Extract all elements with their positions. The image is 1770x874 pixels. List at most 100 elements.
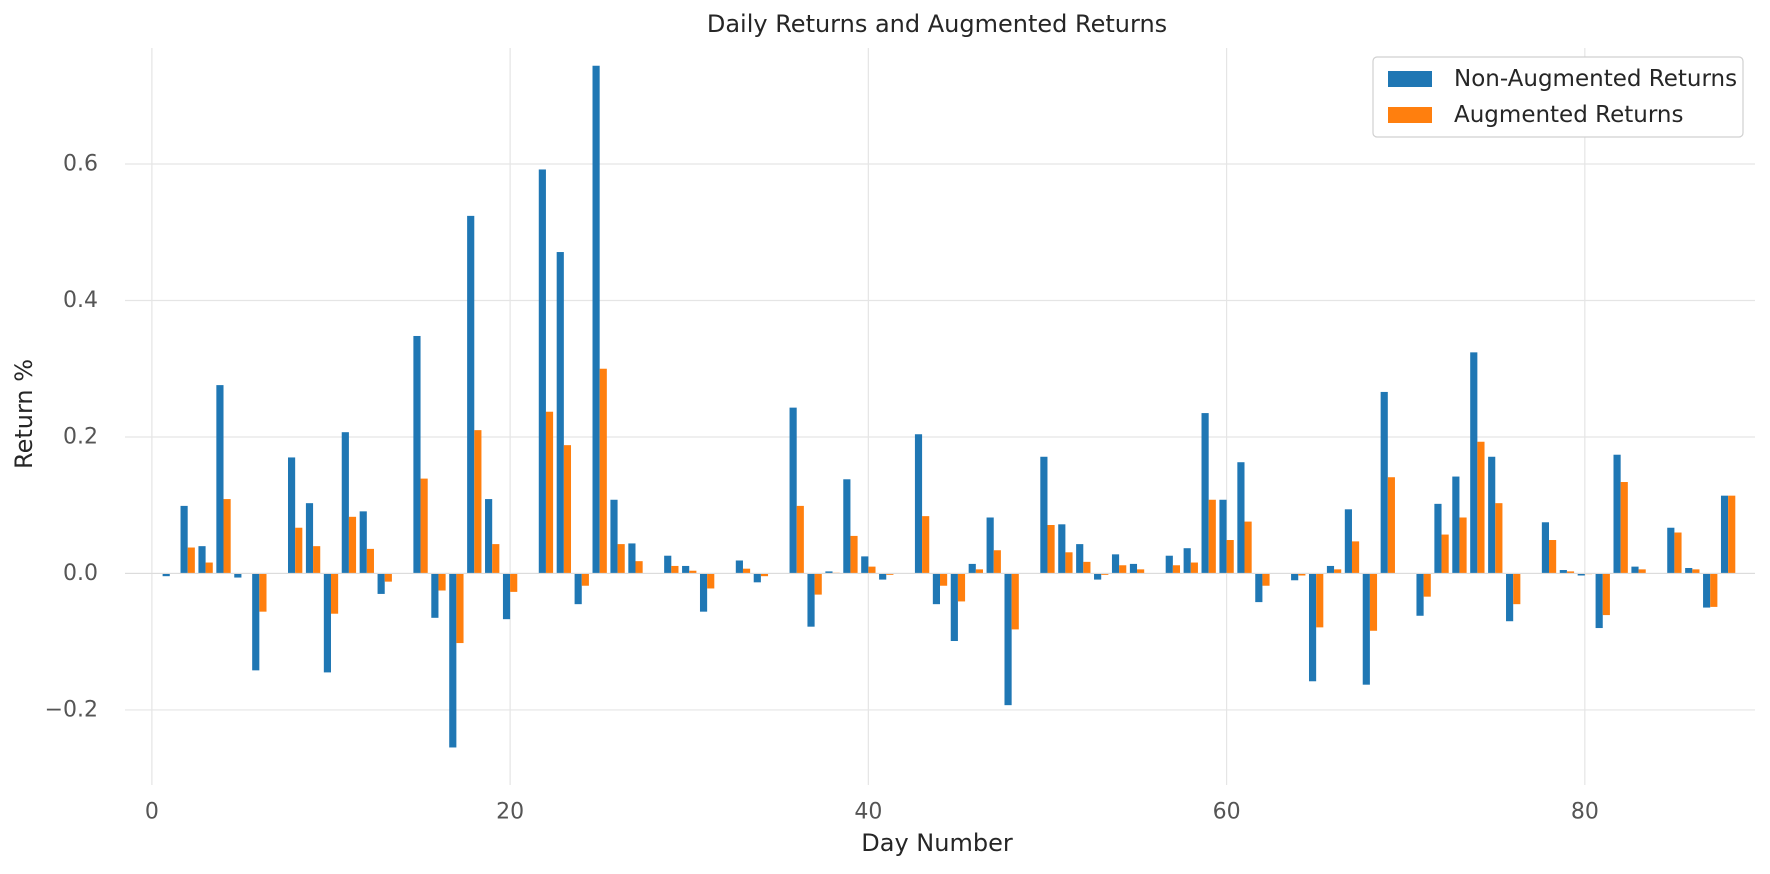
bar [216,385,224,574]
bar [922,516,930,574]
bar [348,516,357,574]
bar [1638,569,1646,574]
bar [789,407,797,574]
bar [843,479,851,574]
y-tick-label: −0.2 [45,697,98,722]
bar [1119,565,1127,574]
bar [234,573,242,578]
legend-swatch-non-augmented [1388,71,1432,87]
bar [563,445,572,574]
legend-swatch-augmented [1388,107,1432,123]
legend: Non-Augmented Returns Augmented Returns [1372,56,1744,138]
bar [449,573,457,748]
bar [682,565,690,574]
bar [1083,561,1091,574]
x-tick-label: 0 [145,800,159,825]
bar [1513,573,1521,605]
bar [1308,573,1317,682]
bar [940,573,948,586]
bar [699,573,708,612]
bar-series-1 [162,65,1729,748]
bar [1613,454,1621,574]
bar [1441,534,1449,574]
bar [1667,527,1675,574]
bar [1495,503,1503,574]
bar [1692,569,1700,574]
bar [617,544,625,574]
bar [1387,477,1395,574]
bar [259,573,267,612]
bar [305,503,314,574]
bar [1470,352,1478,574]
bar [492,544,500,574]
grid-lines [125,48,1755,785]
bar [689,570,697,574]
bar [599,368,607,574]
bar [180,505,188,574]
bar [341,432,349,574]
bar [1720,495,1729,574]
bar [413,335,421,574]
bar [950,573,958,642]
bar [1559,570,1567,574]
bar [1262,573,1270,586]
bar [760,573,769,577]
y-tick-label: 0.6 [63,152,98,177]
bar [814,573,822,595]
bar [288,457,296,574]
bar [707,573,715,589]
bar [545,411,554,574]
bar [1334,569,1342,574]
bar [1566,571,1575,574]
bar [556,252,564,574]
bar [502,573,511,620]
bar [581,573,589,586]
bar [1190,562,1198,574]
bar [1237,462,1245,574]
bar [796,505,804,574]
bar [1076,544,1084,574]
bar [431,573,439,618]
bar [384,573,392,582]
legend-box [1372,56,1744,138]
bar [467,215,475,574]
bar [1728,495,1736,574]
bar [1488,456,1496,574]
bar [366,548,374,574]
bar [1298,573,1306,576]
bar [1380,391,1388,574]
bar [1326,565,1335,574]
bar [330,573,339,614]
bar [1101,573,1109,575]
bar [1219,499,1227,574]
bar [359,511,367,574]
tick-labels: 0 20 40 60 80 −0.2 0.0 0.2 0.4 0.6 [45,152,1599,825]
bar [1710,573,1718,607]
y-tick-label: 0.4 [63,288,98,313]
x-tick-label: 80 [1571,800,1599,825]
bar [1040,456,1048,574]
bar [1111,554,1120,574]
bar [968,563,976,574]
bar [914,434,923,574]
bar [485,499,493,574]
bar [1208,499,1216,574]
bar [1351,541,1360,574]
bar [574,573,582,605]
bar [1416,573,1424,616]
bar [1369,573,1378,631]
bars [162,65,1736,748]
bar [1058,524,1066,574]
bar [1703,573,1711,608]
bar [1674,532,1682,574]
bar [1226,540,1234,574]
bar [1137,569,1145,574]
bar [932,573,940,605]
bar [1165,555,1173,574]
bar [1065,552,1073,574]
bar [1011,573,1019,630]
bar [1477,441,1485,574]
y-axis-label: Return % [10,359,38,469]
bar [510,573,518,592]
bar [1459,517,1467,574]
